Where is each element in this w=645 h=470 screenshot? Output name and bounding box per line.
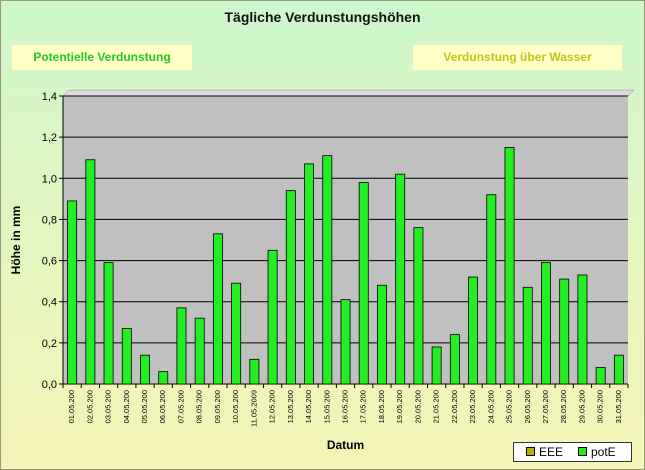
x-tick-label: 16.05.200 — [341, 390, 350, 423]
y-tick-label: 0,4 — [42, 297, 57, 309]
y-tick-label: 1,0 — [42, 173, 57, 185]
bar — [322, 155, 333, 385]
y-tick-label: 0,0 — [42, 379, 57, 391]
x-tick-label: 31.05.200 — [614, 390, 623, 423]
y-tick-label: 0,2 — [42, 338, 57, 350]
x-tick-label: 12.05.200 — [268, 390, 277, 423]
bar — [449, 334, 460, 385]
bar — [559, 278, 570, 385]
x-tick-label: 23.05.200 — [468, 390, 477, 423]
bar — [613, 354, 624, 385]
x-axis-label: Datum — [327, 438, 364, 452]
bar — [212, 233, 223, 385]
x-tick-label: 11.05.2009 — [249, 390, 258, 427]
x-tick-label: 28.05.200 — [559, 390, 568, 423]
bar — [486, 194, 497, 385]
bar — [304, 163, 315, 385]
bar — [468, 276, 479, 385]
bar — [176, 307, 187, 385]
x-tick-label: 07.05.200 — [176, 390, 185, 423]
bar — [431, 346, 442, 385]
bar — [285, 190, 296, 385]
x-tick-label: 17.05.200 — [359, 390, 368, 423]
x-tick-label: 13.05.200 — [286, 390, 295, 423]
x-tick-label: 10.05.200 — [231, 390, 240, 423]
plot-top-face — [62, 89, 635, 97]
x-tick-label: 09.05.200 — [213, 390, 222, 423]
y-axis-label: Höhe in mm — [9, 206, 23, 275]
bar — [121, 328, 132, 385]
bar — [85, 159, 96, 385]
legend-item-eee: EEE — [526, 445, 563, 459]
y-tick-label: 0,6 — [42, 256, 57, 268]
bar — [194, 317, 205, 385]
bar — [395, 173, 406, 385]
x-tick-label: 29.05.200 — [577, 390, 586, 423]
legend-label-pote: potE — [591, 445, 616, 459]
legend-item-pote: potE — [578, 445, 616, 459]
bar — [358, 181, 369, 385]
bar — [103, 262, 114, 385]
bar — [595, 367, 606, 385]
y-tick-label: 1,4 — [42, 91, 57, 103]
x-tick-label: 22.05.200 — [450, 390, 459, 423]
x-tick-label: 05.05.200 — [140, 390, 149, 423]
x-tick-label: 01.05.200 — [67, 390, 76, 423]
x-tick-label: 18.05.200 — [377, 390, 386, 423]
bar — [504, 147, 515, 385]
bar — [267, 249, 278, 385]
x-tick-label: 04.05.200 — [122, 390, 131, 423]
x-tick-label: 15.05.200 — [322, 390, 331, 423]
legend: EEE potE — [513, 442, 632, 462]
y-tick-label: 0,8 — [42, 214, 57, 226]
x-tick-label: 27.05.200 — [541, 390, 550, 423]
water-evaporation-button[interactable]: Verdunstung über Wasser — [413, 45, 622, 70]
bar — [340, 299, 351, 385]
x-tick-label: 03.05.200 — [104, 390, 113, 423]
x-tick-label: 30.05.200 — [596, 390, 605, 423]
x-tick-label: 14.05.200 — [304, 390, 313, 423]
bar — [541, 262, 551, 385]
legend-label-eee: EEE — [539, 445, 564, 459]
x-tick-label: 26.05.200 — [523, 390, 532, 423]
legend-swatch-pote — [578, 447, 587, 457]
x-tick-label: 25.05.200 — [505, 390, 514, 423]
y-tick-label: 1,2 — [42, 132, 57, 144]
bar — [158, 371, 169, 385]
x-tick-label: 08.05.200 — [195, 390, 204, 423]
bar — [376, 284, 387, 385]
x-tick-label: 20.05.200 — [413, 390, 422, 423]
x-tick-label: 06.05.200 — [158, 390, 167, 423]
x-tick-label: 21.05.200 — [432, 390, 441, 423]
chart-title: Tägliche Verdunstungshöhen — [224, 9, 421, 25]
bar — [577, 274, 588, 385]
x-tick-label: 24.05.200 — [486, 390, 495, 423]
legend-swatch-eee — [526, 447, 535, 457]
bar — [522, 286, 533, 385]
x-tick-label: 19.05.200 — [395, 390, 404, 423]
potential-evaporation-button[interactable]: Potentielle Verdunstung — [12, 45, 192, 70]
bar — [231, 282, 242, 385]
bar — [249, 358, 260, 385]
bar — [413, 227, 424, 385]
bar — [67, 200, 78, 385]
x-tick-label: 02.05.200 — [85, 390, 94, 423]
bar — [140, 354, 150, 385]
